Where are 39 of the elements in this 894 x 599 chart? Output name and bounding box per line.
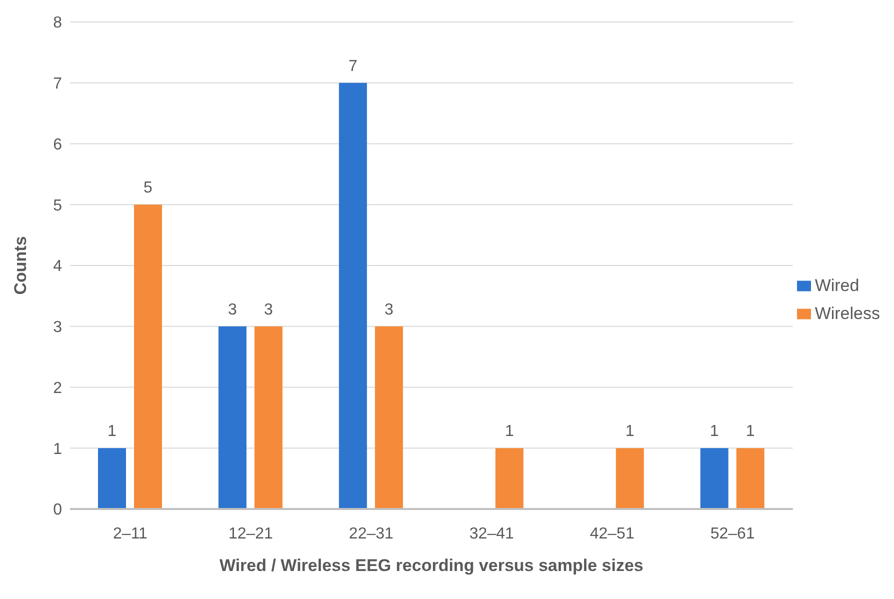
x-tick-label: 32–41	[469, 525, 514, 542]
bar	[254, 326, 282, 509]
bar	[218, 326, 246, 509]
legend-label: Wireless	[814, 304, 880, 322]
x-tick-label: 2–11	[113, 525, 148, 542]
y-tick-label: 1	[53, 440, 62, 458]
bar	[495, 448, 524, 509]
data-label: 3	[384, 301, 394, 318]
data-label: 1	[108, 423, 117, 440]
y-tick-label: 6	[53, 136, 62, 154]
bar	[98, 448, 126, 509]
data-label: 3	[264, 301, 274, 318]
y-tick-label: 3	[53, 319, 62, 336]
bar	[338, 82, 367, 509]
y-tick-label: 5	[53, 197, 62, 214]
y-tick-label: 7	[53, 76, 62, 93]
bar	[736, 448, 764, 509]
bar	[700, 448, 728, 509]
y-tick-label: 0	[53, 502, 62, 519]
x-tick-label: 52–61	[710, 525, 755, 542]
y-axis-title: Counts	[11, 236, 30, 295]
legend-label: Wired	[814, 276, 860, 294]
data-label: 5	[144, 180, 153, 197]
x-tick-label: 12–21	[228, 525, 274, 542]
data-label: 3	[228, 301, 238, 318]
y-tick-label: 2	[53, 380, 62, 397]
bar	[616, 448, 644, 509]
x-tick-label: 22–31	[348, 525, 394, 542]
data-label: 1	[625, 423, 634, 440]
x-axis-title: Wired / Wireless EEG recording versus sample sizes	[219, 556, 644, 575]
data-label: 7	[348, 58, 358, 75]
data-label: 1	[504, 423, 514, 440]
bar	[134, 204, 162, 509]
x-tick-label: 42–51	[590, 525, 634, 542]
y-tick-label: 4	[53, 258, 62, 276]
data-label: 1	[746, 423, 755, 440]
bar	[374, 326, 403, 509]
data-label: 1	[710, 423, 719, 440]
y-tick-label: 8	[53, 14, 62, 32]
